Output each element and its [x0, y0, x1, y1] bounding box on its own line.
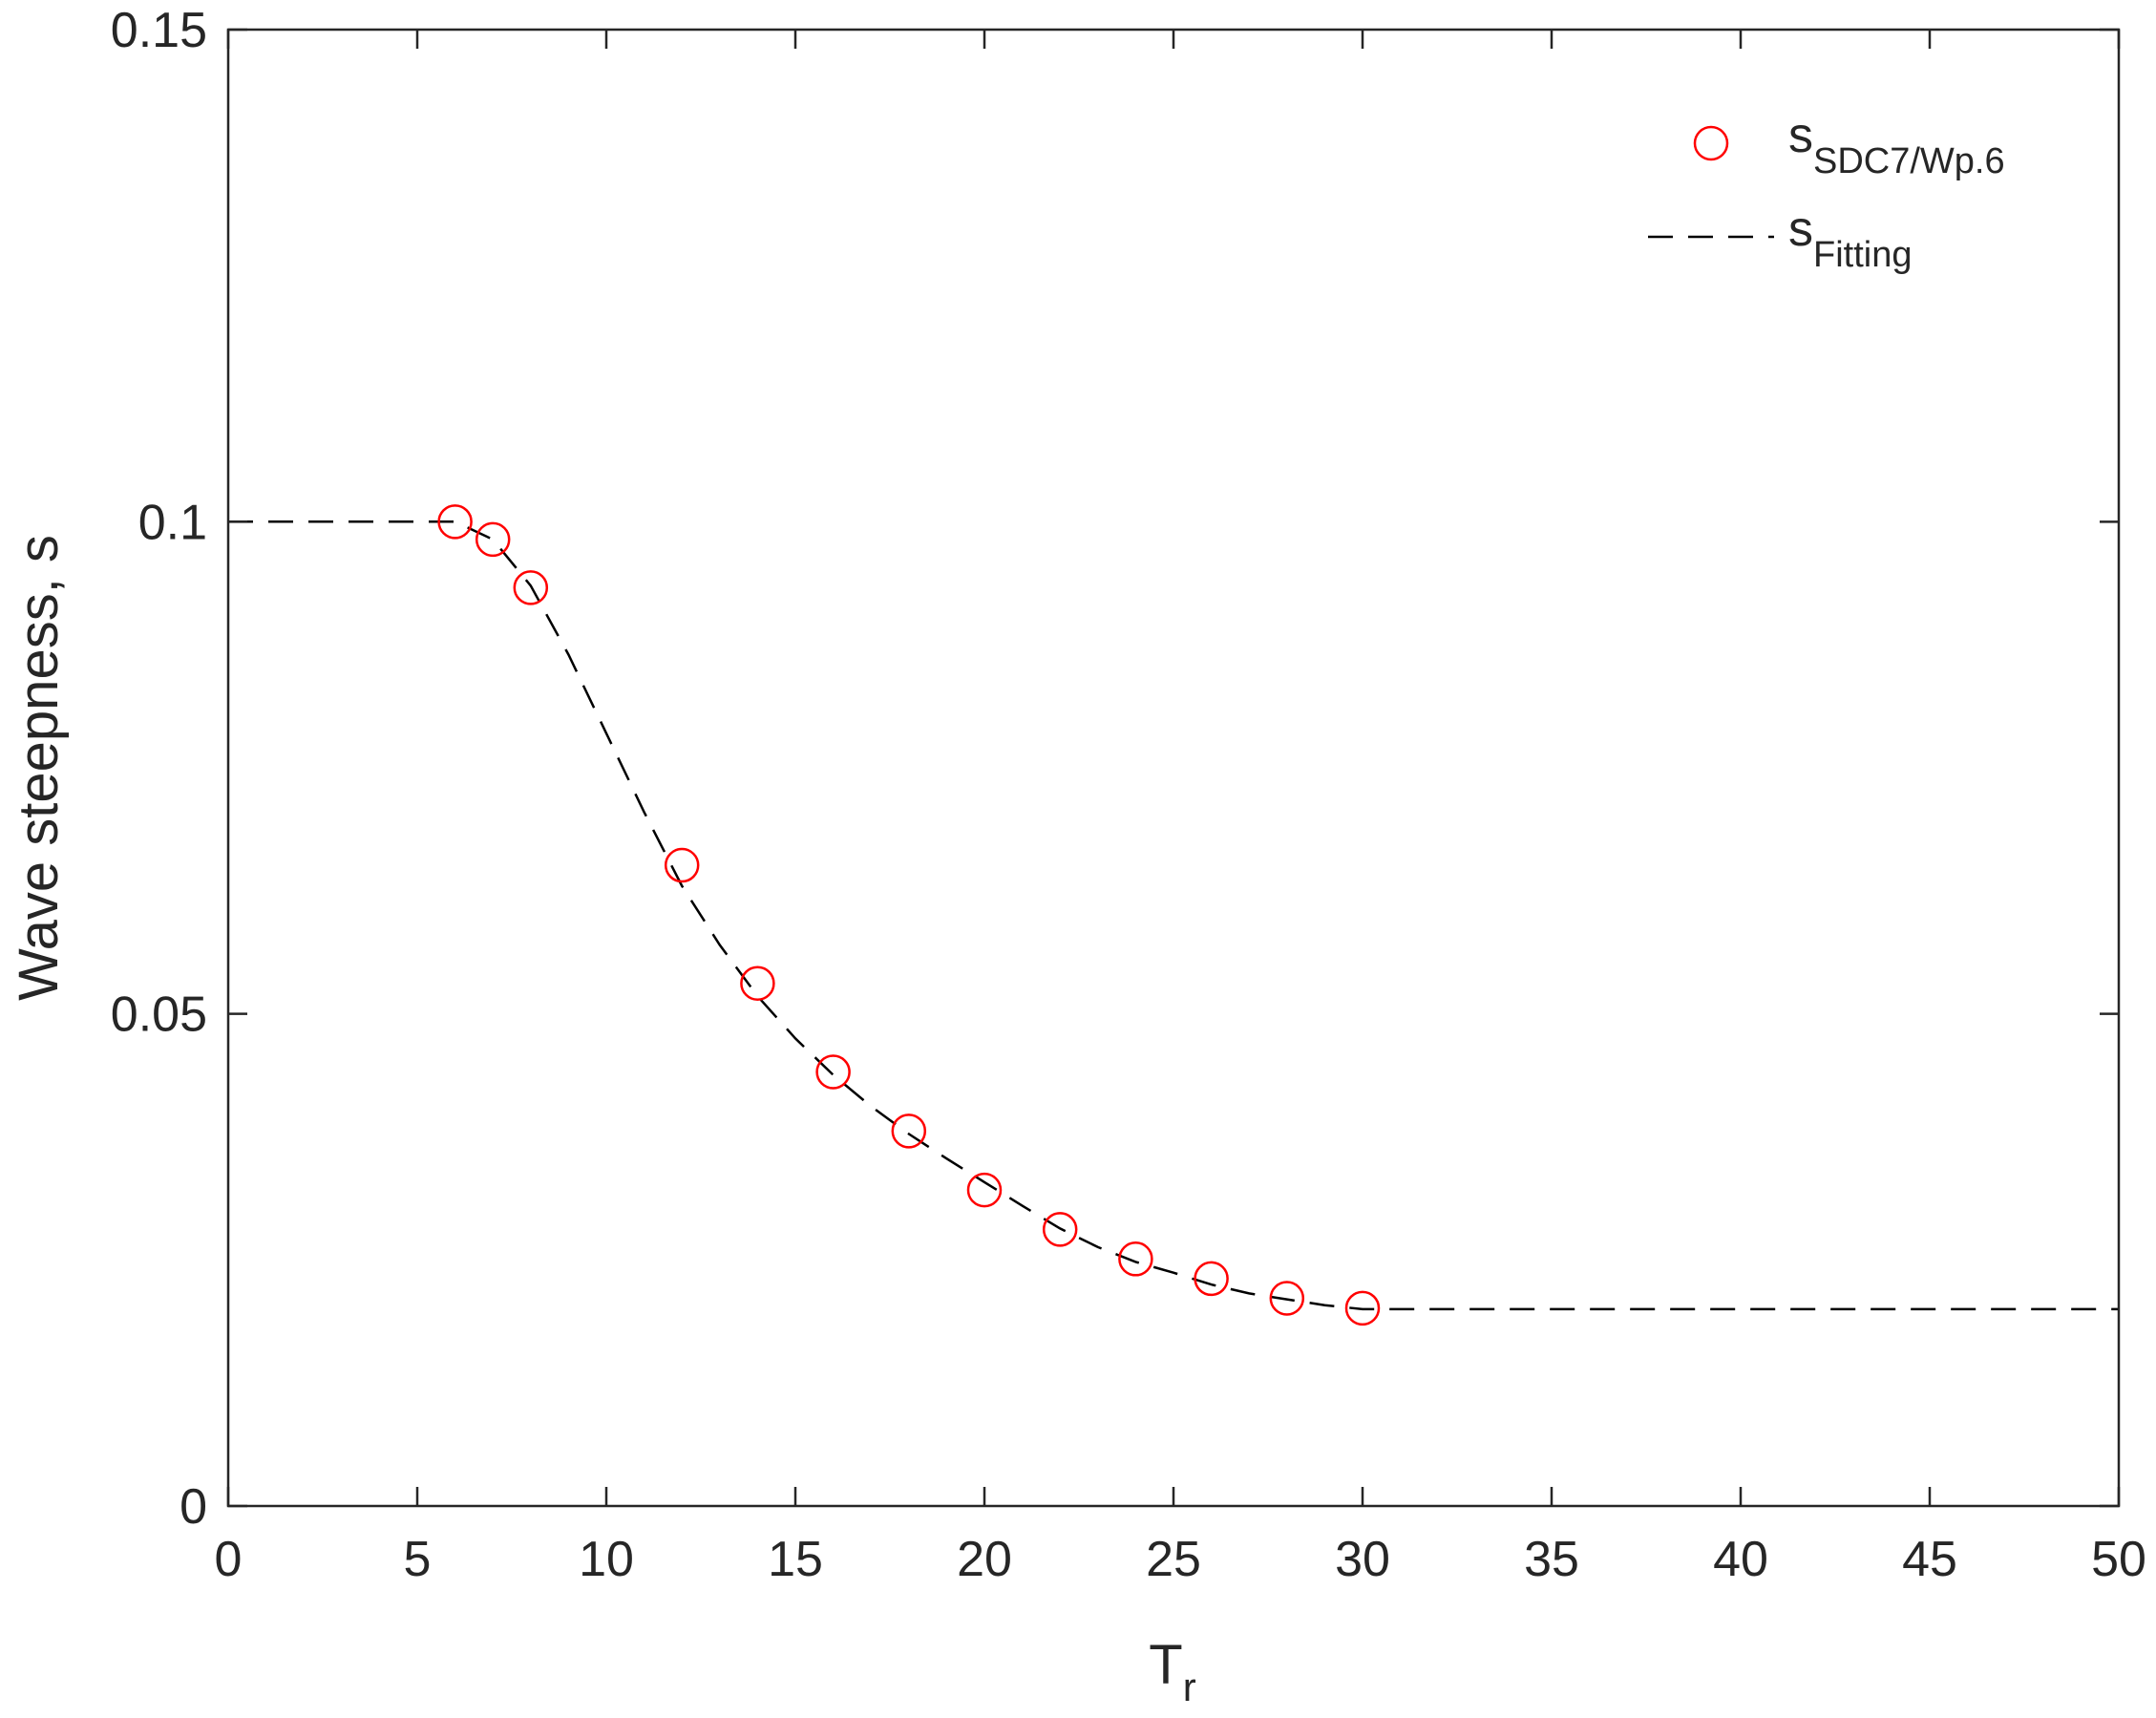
data-point: [1042, 1212, 1078, 1247]
x-tick-label: 35: [1524, 1532, 1579, 1587]
data-point: [1269, 1281, 1305, 1316]
series-layer: [228, 504, 2119, 1326]
data-point: [1344, 1290, 1381, 1326]
y-tick-label: 0.15: [111, 3, 207, 58]
fitting-line: [228, 520, 2119, 1311]
y-tick-label: 0: [180, 1479, 207, 1535]
x-axis-label-subscript: r: [1183, 1665, 1196, 1709]
data-point: [891, 1114, 927, 1149]
x-tick-label: 50: [2091, 1532, 2146, 1587]
x-tick-label: 10: [579, 1532, 634, 1587]
data-point: [815, 1054, 851, 1090]
x-axis: 0 5 10 15 20 25 30 35 40 45 50: [215, 30, 2146, 1587]
legend-marker-circle: [1693, 125, 1729, 161]
x-tick-label: 0: [215, 1532, 243, 1587]
x-tick-label: 5: [404, 1532, 432, 1587]
x-tick-label: 40: [1713, 1532, 1768, 1587]
data-point: [664, 847, 700, 883]
y-axis-label: Wave steepness, s: [8, 535, 70, 1001]
data-point: [740, 965, 775, 1001]
data-point: [966, 1172, 1003, 1208]
legend-label-fitting: sFitting: [1788, 201, 1912, 275]
x-tick-label: 25: [1146, 1532, 1201, 1587]
y-tick-label: 0.1: [138, 495, 207, 550]
x-tick-label: 45: [1902, 1532, 1957, 1587]
legend-label-data: sSDC7/Wp.6: [1788, 108, 2005, 181]
data-point: [437, 504, 473, 540]
y-axis: 0 0.05 0.1 0.15: [111, 3, 2119, 1535]
x-tick-label: 15: [768, 1532, 823, 1587]
data-point: [1118, 1241, 1153, 1277]
x-tick-label: 30: [1335, 1532, 1390, 1587]
data-point: [513, 570, 549, 605]
data-point: [475, 521, 511, 558]
x-tick-label: 20: [957, 1532, 1012, 1587]
x-axis-label: Tr: [1149, 1634, 1195, 1709]
data-point: [1194, 1261, 1229, 1297]
y-tick-label: 0.05: [111, 987, 207, 1043]
legend: sSDC7/Wp.6 sFitting: [1648, 108, 2005, 275]
